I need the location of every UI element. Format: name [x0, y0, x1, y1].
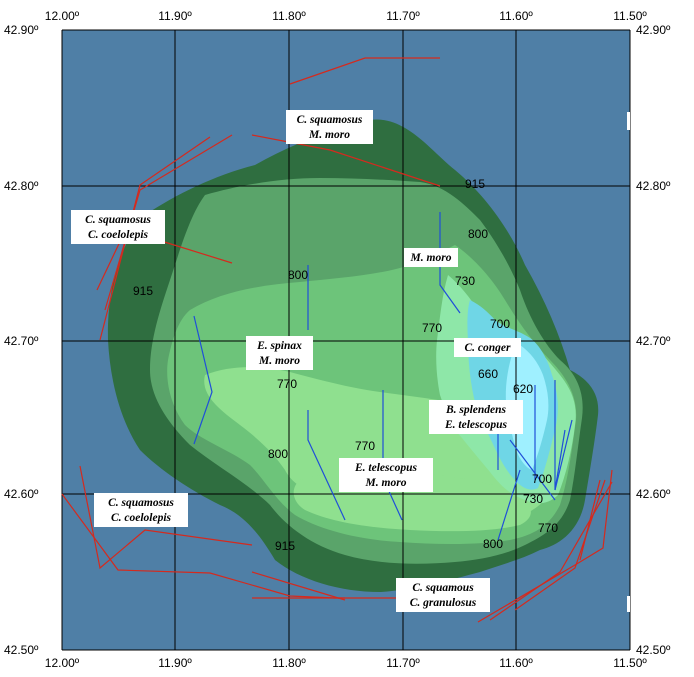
x-tick-label-top: 11.50º: [613, 9, 647, 23]
depth-label: 800: [288, 268, 308, 282]
red-trawl-track: [61, 493, 400, 599]
species-label-bg: [454, 338, 521, 357]
species-name: C. squamosus: [108, 497, 174, 509]
species-label: E. telescopus M. moro: [339, 458, 433, 492]
depth-label: 915: [275, 539, 295, 553]
depth-label: 770: [277, 377, 297, 391]
species-name: E. telescopus: [354, 462, 417, 474]
species-name: C. granulosus: [410, 597, 477, 609]
red-trawl-tracks: [61, 57, 613, 623]
species-label-bg: [71, 210, 165, 244]
depth-label: 800: [483, 537, 503, 551]
y-tick-label-left: 42.50º: [4, 643, 39, 657]
species-name: M. moro: [365, 477, 407, 489]
species-label: C. squamosus C. coelolepis: [71, 210, 165, 244]
depth-label: 770: [538, 521, 558, 535]
species-name: E. telescopus: [444, 419, 507, 431]
y-tick-label-left: 42.70º: [4, 334, 39, 348]
depth-label: 800: [268, 447, 288, 461]
depth-label: 915: [465, 177, 485, 191]
species-name: M. moro: [410, 252, 452, 264]
depth-label: 700: [532, 472, 552, 486]
x-tick-label-top: 11.80º: [272, 9, 306, 23]
species-name: C. coelolepis: [88, 229, 149, 241]
y-tick-label-right: 42.70º: [636, 334, 671, 348]
species-label-bg: [286, 110, 373, 144]
species-name: C. conger: [465, 342, 512, 354]
y-tick-label-left: 42.60º: [4, 487, 39, 501]
species-label: C. squamosus C. coelolepis: [94, 493, 188, 527]
red-trawl-track: [79, 465, 253, 570]
species-name: B. splendens: [445, 404, 507, 416]
species-name: C. squamosus: [297, 114, 363, 126]
species-label: C. conger: [454, 338, 521, 357]
depth-labels: 915 800 730 700 770 660 620 800 770 800 770 700 730 7…: [133, 177, 558, 553]
red-trawl-track: [251, 571, 346, 601]
species-label: E. spinax M. moro: [246, 336, 313, 370]
depth-label: 620: [513, 382, 533, 396]
blue-trawl-track: [439, 212, 461, 314]
depth-label: 770: [422, 321, 442, 335]
species-name: E. spinax: [256, 340, 302, 352]
species-name: C. squamosus: [85, 214, 151, 226]
x-tick-label-top: 11.70º: [386, 9, 420, 23]
blue-trawl-track: [497, 469, 521, 541]
species-labels: C. squamosus M. moro C. squamosus C. coelol…: [71, 110, 523, 612]
species-label-bg: [94, 493, 188, 527]
latitude-tick-labels: 42.90º 42.90º 42.80º 42.80º 42.70º 42.70º 42.6…: [4, 23, 671, 657]
species-name: C. coelolepis: [111, 512, 172, 524]
species-label-bg: [246, 336, 313, 370]
blue-trawl-track: [509, 439, 556, 501]
longitude-tick-labels: 12.00º 12.00º 11.90º 11.90º 11.80º 11.80º 11.7…: [45, 9, 648, 670]
red-trawl-track: [579, 479, 601, 561]
species-label-bg: [396, 578, 490, 612]
x-tick-label-bottom: 11.90º: [158, 656, 192, 670]
depth-label: 915: [133, 284, 153, 298]
species-label-bg: [429, 400, 523, 434]
species-label: C. squamosus M. moro: [286, 110, 373, 144]
species-label: C. squamous C. granulosus: [396, 578, 490, 612]
depth-label: 700: [490, 317, 510, 331]
red-trawl-track: [157, 239, 233, 264]
x-tick-label-top: 12.00º: [45, 9, 80, 23]
species-label: M. moro: [404, 248, 458, 267]
red-trawl-track: [514, 479, 606, 611]
depth-label: 800: [468, 227, 488, 241]
species-name: M. moro: [258, 355, 300, 367]
x-tick-label-bottom: 12.00º: [45, 656, 80, 670]
depth-label: 730: [455, 274, 475, 288]
red-trawl-track: [289, 57, 440, 85]
species-label-bg: [339, 458, 433, 492]
species-name: M. moro: [308, 129, 350, 141]
blue-trawl-track: [307, 410, 346, 521]
species-label: B. splendens E. telescopus: [429, 400, 523, 434]
y-tick-label-left: 42.80º: [4, 179, 39, 193]
x-tick-label-bottom: 11.80º: [272, 656, 306, 670]
species-name: C. squamous: [412, 582, 474, 594]
red-trawl-track: [477, 469, 613, 623]
red-trawl-track: [251, 134, 441, 187]
y-tick-label-right: 42.60º: [636, 487, 671, 501]
x-tick-label-bottom: 11.50º: [613, 656, 647, 670]
depth-label: 730: [523, 492, 543, 506]
species-label-bg: [404, 248, 458, 267]
red-trawl-track: [104, 134, 233, 311]
y-tick-label-right: 42.80º: [636, 179, 671, 193]
x-tick-label-top: 11.60º: [499, 9, 533, 23]
depth-label: 770: [355, 439, 375, 453]
depth-label: 660: [478, 367, 498, 381]
edge-mark: [627, 596, 630, 612]
blue-trawl-track: [554, 419, 573, 491]
edge-mark: [627, 112, 630, 130]
y-tick-label-right: 42.90º: [636, 23, 671, 37]
blue-trawl-track: [193, 315, 213, 445]
red-trawl-track: [99, 136, 211, 341]
x-tick-label-bottom: 11.60º: [499, 656, 533, 670]
x-tick-label-top: 11.90º: [158, 9, 192, 23]
y-tick-label-right: 42.50º: [636, 643, 671, 657]
x-tick-label-bottom: 11.70º: [386, 656, 420, 670]
y-tick-label-left: 42.90º: [4, 23, 39, 37]
